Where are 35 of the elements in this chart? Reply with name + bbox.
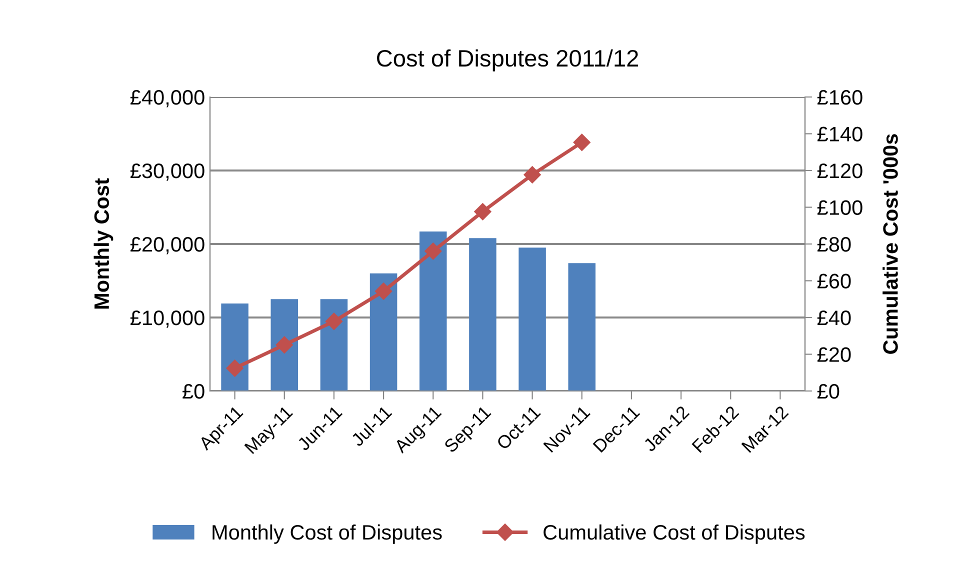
y2-tick-label: £20 — [817, 347, 851, 362]
y2-tick-label: £120 — [817, 164, 862, 178]
bar — [419, 232, 447, 391]
chart-title: Cost of Disputes 2011/12 — [377, 49, 638, 72]
y-tick-label: £40,000 — [130, 90, 204, 108]
y2-tick-label: £80 — [817, 237, 851, 252]
y2-tick-label: £40 — [817, 310, 851, 326]
point — [424, 242, 442, 260]
point — [474, 203, 492, 220]
y-axis-title: Monthly Cost — [94, 178, 114, 309]
y2-tick-label: £100 — [817, 200, 862, 216]
point — [374, 282, 392, 300]
bar — [518, 248, 546, 391]
y2-tick-label: £160 — [817, 90, 862, 105]
point — [226, 360, 244, 377]
point — [325, 312, 343, 330]
y2-tick-label: £60 — [817, 274, 851, 289]
bar — [469, 238, 496, 391]
bar — [270, 299, 298, 391]
bar — [320, 299, 348, 391]
legend-label: Cumulative Cost of Disputes — [544, 524, 805, 544]
legend-label: Monthly Cost of Disputes — [212, 524, 442, 544]
bar — [221, 304, 248, 391]
y2-axis-title: Cumulative Cost '000s — [882, 134, 898, 354]
bar — [568, 263, 596, 391]
y2-tick-label: £140 — [817, 126, 862, 142]
y-tick-label: £30,000 — [130, 164, 204, 181]
y-tick-label: £0 — [182, 384, 204, 399]
y2-tick-label: £0 — [817, 384, 840, 399]
point — [276, 336, 293, 354]
point — [524, 166, 541, 184]
bar — [370, 273, 398, 391]
y-tick-label: £20,000 — [130, 237, 204, 254]
point — [573, 134, 590, 151]
y-tick-label: £10,000 — [130, 310, 204, 328]
